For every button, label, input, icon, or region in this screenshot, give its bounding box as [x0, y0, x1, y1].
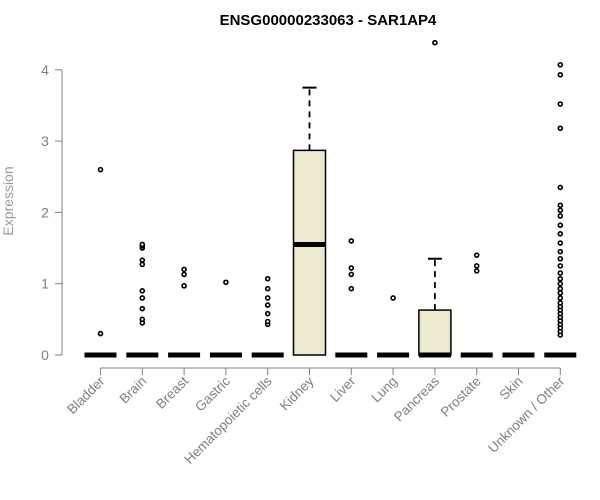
x-tick-label: Gastric: [192, 373, 233, 414]
box-group: [335, 238, 368, 358]
outlier-point: [557, 202, 564, 209]
box-group: [544, 62, 577, 358]
outlier-point: [557, 270, 564, 276]
outlier-point: [348, 285, 355, 292]
x-tick-label: Bladder: [64, 373, 108, 417]
outlier-point: [223, 279, 229, 286]
outlier-point: [139, 241, 146, 248]
outlier-point: [348, 271, 355, 278]
y-tick-label: 4: [41, 62, 49, 78]
box-group: [377, 295, 410, 358]
x-tick-label: Brain: [117, 374, 150, 407]
outlier-point: [139, 261, 146, 268]
outlier-point: [181, 266, 187, 273]
outlier-point: [264, 302, 271, 308]
outlier-point: [557, 207, 564, 214]
outlier-point: [557, 62, 564, 68]
x-tick-label: Lung: [368, 374, 400, 406]
plot-area: [84, 39, 577, 358]
y-axis: 0 1 2 3 4: [41, 62, 63, 363]
outlier-point: [557, 255, 564, 262]
y-axis-label: Expression: [0, 166, 16, 235]
outlier-point: [557, 125, 564, 132]
box-group: [126, 241, 159, 358]
y-tick-label: 2: [41, 204, 49, 220]
outlier-point: [264, 318, 271, 325]
outlier-point: [557, 248, 564, 255]
outlier-point: [473, 252, 480, 258]
box-group: [418, 39, 452, 358]
outlier-point: [139, 316, 146, 323]
box-group: [168, 266, 201, 358]
outlier-point: [557, 285, 564, 292]
outlier-point: [139, 295, 146, 301]
outlier-point: [97, 166, 104, 173]
outlier-point: [390, 295, 396, 301]
outlier-point: [557, 263, 564, 269]
x-tick-label: Breast: [153, 373, 191, 411]
outlier-point: [557, 230, 564, 237]
outlier-point: [264, 310, 271, 317]
outlier-point: [557, 275, 564, 282]
x-tick-label: Unknown / Other: [485, 373, 568, 456]
outlier-point: [473, 268, 480, 274]
y-tick-label: 1: [41, 276, 49, 292]
outlier-point: [557, 184, 564, 191]
outlier-point: [557, 280, 564, 287]
outlier-point: [557, 295, 564, 301]
x-tick-label: Pancreas: [391, 373, 442, 424]
outlier-point: [557, 300, 564, 306]
box-group: [292, 86, 327, 356]
box: [418, 309, 452, 356]
x-tick-label: Kidney: [277, 373, 317, 413]
outlier-point: [348, 265, 355, 271]
outlier-point: [181, 283, 187, 289]
box-group: [251, 275, 284, 358]
y-tick-label: 0: [41, 347, 49, 363]
outlier-point: [264, 285, 271, 292]
box: [292, 149, 327, 356]
chart-title: ENSG00000233063 - SAR1AP4: [220, 12, 437, 29]
outlier-point: [557, 101, 564, 107]
outlier-point: [264, 295, 271, 301]
outlier-point: [557, 240, 564, 246]
outlier-point: [97, 330, 104, 337]
box-group: [209, 279, 242, 358]
outlier-point: [557, 213, 564, 219]
outlier-point: [139, 305, 146, 312]
y-tick-label: 3: [41, 133, 49, 149]
outlier-point: [348, 238, 355, 244]
box-group: [84, 166, 117, 358]
x-tick-label: Liver: [327, 373, 359, 405]
outlier-point: [181, 271, 187, 278]
outlier-point: [139, 288, 146, 294]
outlier-point: [473, 263, 480, 269]
x-tick-label: Prostate: [438, 374, 484, 420]
outlier-point: [557, 71, 564, 78]
outlier-point: [557, 222, 564, 229]
outlier-point: [264, 275, 271, 282]
outlier-point: [432, 39, 438, 46]
x-tick-label: Skin: [496, 374, 525, 403]
box-group: [460, 252, 493, 358]
outlier-point: [139, 257, 146, 263]
outlier-point: [557, 290, 564, 296]
